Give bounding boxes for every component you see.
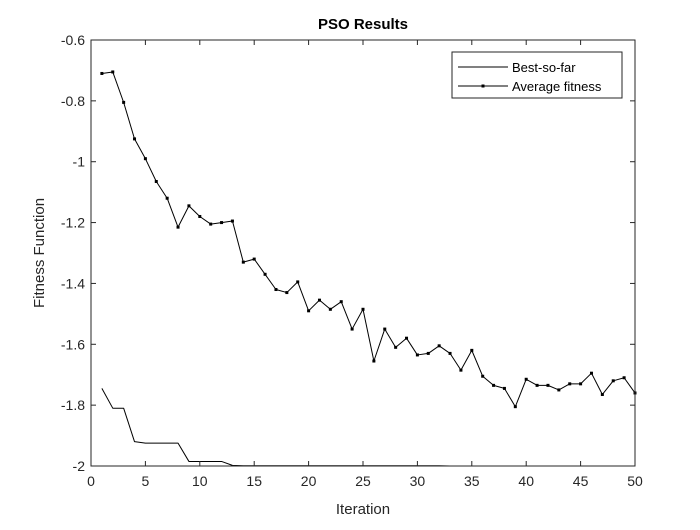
y-tick-label: -1.8 (61, 397, 85, 413)
data-point-average-fitness (546, 383, 550, 387)
x-tick-label: 30 (410, 473, 426, 489)
data-point-average-fitness (415, 353, 419, 357)
data-point-average-fitness (405, 336, 409, 340)
chart-title: PSO Results (318, 16, 408, 33)
data-point-average-fitness (241, 260, 245, 264)
data-point-average-fitness (470, 348, 474, 352)
data-point-average-fitness (502, 386, 506, 390)
y-axis-title: Fitness Function (31, 198, 48, 308)
data-point-average-fitness (143, 157, 147, 161)
legend-marker-average-fitness (481, 84, 485, 88)
data-point-average-fitness (100, 71, 104, 75)
data-point-average-fitness (426, 351, 430, 355)
x-tick-label: 25 (355, 473, 371, 489)
data-point-average-fitness (187, 204, 191, 208)
data-point-average-fitness (568, 382, 572, 386)
data-point-average-fitness (383, 327, 387, 331)
plot-area (91, 40, 635, 466)
data-point-average-fitness (307, 309, 311, 313)
y-axis-ticks: -2 -1.8 -1.6 -1.4 -1.2 -1 -0.8 -0.6 (61, 32, 635, 474)
data-point-average-fitness (198, 214, 202, 218)
y-tick-label: -1.4 (61, 275, 85, 291)
data-point-average-fitness (133, 137, 137, 141)
x-tick-label: 5 (142, 473, 150, 489)
x-tick-label: 45 (573, 473, 589, 489)
data-point-average-fitness (176, 225, 180, 229)
x-tick-label: 35 (464, 473, 480, 489)
x-tick-label: 15 (246, 473, 262, 489)
data-point-average-fitness (492, 383, 496, 387)
legend-box (451, 51, 623, 99)
data-point-average-fitness (350, 327, 354, 331)
data-point-average-fitness (220, 221, 224, 225)
data-point-average-fitness (154, 179, 158, 183)
data-point-average-fitness (209, 222, 213, 226)
data-point-average-fitness (437, 344, 441, 348)
series-line-average-fitness (101, 71, 636, 408)
data-point-average-fitness (165, 196, 169, 200)
x-tick-label: 40 (518, 473, 534, 489)
data-point-average-fitness (263, 272, 267, 276)
y-tick-label: -0.8 (61, 93, 85, 109)
legend-label-best-so-far: Best-so-far (512, 60, 576, 75)
data-point-average-fitness (252, 257, 256, 261)
x-tick-label: 0 (87, 473, 95, 489)
data-point-average-fitness (524, 377, 528, 381)
data-point-average-fitness (394, 345, 398, 349)
data-point-average-fitness (285, 291, 289, 295)
data-point-average-fitness (328, 307, 332, 311)
data-point-average-fitness (339, 300, 343, 304)
data-point-average-fitness (296, 280, 300, 284)
data-point-average-fitness (611, 379, 615, 383)
x-tick-label: 50 (627, 473, 643, 489)
data-point-average-fitness (589, 371, 593, 375)
data-point-average-fitness (600, 392, 604, 396)
data-point-average-fitness (513, 405, 517, 409)
data-point-average-fitness (481, 374, 485, 378)
data-point-average-fitness (361, 307, 365, 311)
x-axis-ticks: 0 5 10 15 20 25 30 35 40 45 50 (87, 40, 643, 489)
x-tick-label: 10 (192, 473, 208, 489)
data-point-average-fitness (274, 288, 278, 292)
y-tick-label: -1.2 (61, 215, 85, 231)
data-point-average-fitness (622, 376, 626, 380)
y-tick-label: -1.6 (61, 336, 85, 352)
data-point-average-fitness (230, 219, 234, 223)
data-point-average-fitness (372, 359, 376, 363)
legend-label-average-fitness: Average fitness (512, 79, 602, 94)
y-tick-label: -1 (73, 154, 86, 170)
data-point-average-fitness (535, 383, 539, 387)
data-point-average-fitness (459, 368, 463, 372)
legend: Best-so-far Average fitness (451, 51, 623, 99)
data-point-average-fitness (557, 388, 561, 392)
x-axis-title: Iteration (336, 501, 390, 518)
y-tick-label: -0.6 (61, 32, 85, 48)
data-point-average-fitness (111, 70, 115, 74)
data-point-average-fitness (579, 382, 583, 386)
x-tick-label: 20 (301, 473, 317, 489)
data-point-average-fitness (448, 351, 452, 355)
data-point-average-fitness (122, 100, 126, 104)
data-point-average-fitness (317, 298, 321, 302)
y-tick-label: -2 (73, 458, 86, 474)
